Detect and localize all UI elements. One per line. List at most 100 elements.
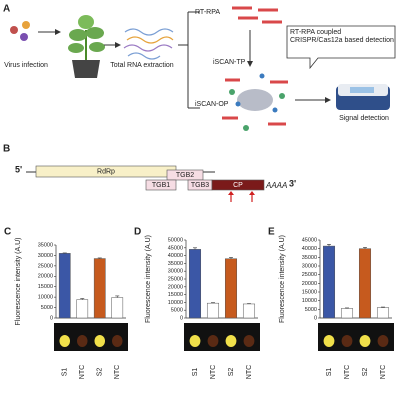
tube (323, 335, 335, 347)
panel-label: D (134, 227, 141, 238)
tube (59, 335, 70, 347)
panel-label: A (3, 4, 10, 15)
orf-label: TGB2 (176, 172, 194, 179)
y-tick-label: 45000 (168, 245, 183, 251)
y-tick-label: 20000 (168, 284, 183, 290)
reader-device (336, 84, 390, 110)
x-tick-label: NTC (380, 365, 387, 379)
y-tick-label: 0 (180, 315, 183, 321)
x-tick-label: S1 (62, 368, 69, 377)
x-tick-label: S1 (192, 368, 199, 377)
primer-arrow (228, 191, 234, 195)
bar (224, 258, 238, 319)
label-bg (211, 56, 247, 67)
callout-text: RT-RPA coupled CRISPR/Cas12a based detec… (290, 29, 394, 44)
step-label: Total RNA extraction (110, 62, 174, 69)
y-tick-label: 35000 (38, 242, 53, 248)
panel-label: E (268, 227, 275, 238)
bar (206, 302, 220, 319)
x-tick-label: NTC (210, 365, 217, 379)
x-tick-label: NTC (246, 365, 253, 379)
error-bar (97, 257, 102, 259)
x-tick-label: S2 (362, 368, 369, 377)
tube (207, 335, 219, 347)
amplicons (232, 6, 282, 24)
primer-arrow (249, 191, 255, 195)
y-tick-label: 30000 (302, 263, 317, 269)
error-bar (363, 247, 367, 249)
y-tick-label: 25000 (302, 272, 317, 278)
y-axis-label: Fluorescence intensity (A.U) (15, 238, 22, 326)
bar (358, 248, 372, 319)
y-tick-label: 0 (50, 315, 53, 321)
bar (76, 299, 89, 319)
panel-label: B (3, 144, 10, 155)
tube (377, 335, 389, 347)
orf-label: CP (233, 182, 243, 189)
y-tick-label: 15000 (38, 284, 53, 290)
y-axis-label: Fluorescence intensity (A.U) (279, 235, 286, 323)
error-bar (80, 298, 85, 300)
step-label: iSCAN-TP (213, 59, 246, 66)
orf-label: RdRp (97, 168, 115, 175)
tube (225, 335, 237, 347)
x-tick-label: S1 (326, 368, 333, 377)
tube (189, 335, 201, 347)
error-bar (345, 307, 349, 309)
y-axis-label: Fluorescence intensity (A.U) (145, 235, 152, 323)
y-tick-label: 25000 (38, 263, 53, 269)
y-tick-label: 10000 (38, 295, 53, 301)
y-tick-label: 15000 (302, 289, 317, 295)
bar (242, 303, 256, 319)
bar (322, 245, 336, 319)
error-bar (229, 257, 233, 259)
tube (77, 335, 88, 347)
x-tick-label: NTC (114, 365, 121, 379)
tube (243, 335, 255, 347)
y-tick-label: 20000 (38, 274, 53, 280)
tube (359, 335, 371, 347)
bar (93, 258, 106, 319)
end-label: 3' (289, 178, 296, 188)
branch (178, 11, 200, 109)
orf (166, 169, 204, 181)
bar (188, 249, 202, 319)
bar (340, 308, 354, 319)
error-bar (193, 247, 197, 250)
end-label: 5' (15, 164, 22, 174)
x-tick-label: NTC (79, 365, 86, 379)
orf-label: TGB3 (191, 182, 209, 189)
y-tick-label: 35000 (168, 261, 183, 267)
tube (112, 335, 123, 347)
virus-icons (10, 21, 30, 41)
orf (211, 179, 265, 191)
x-tick-label: NTC (344, 365, 351, 379)
polya-label: AAAA (265, 181, 287, 190)
tube (341, 335, 353, 347)
x-tick-label: S2 (97, 368, 104, 377)
y-tick-label: 10000 (302, 298, 317, 304)
rna-strands (123, 28, 174, 60)
bar (58, 253, 71, 319)
bar (376, 307, 390, 319)
y-tick-label: 35000 (302, 255, 317, 261)
plant (68, 15, 105, 78)
step-label: RT-RPA (195, 9, 220, 16)
y-tick-label: 20000 (302, 281, 317, 287)
y-tick-label: 40000 (302, 246, 317, 252)
bar (111, 297, 124, 319)
reaction (222, 73, 288, 131)
orf (145, 179, 177, 191)
error-bar (115, 295, 120, 298)
y-tick-label: 40000 (168, 253, 183, 259)
orf-label: TGB1 (152, 182, 170, 189)
step-label: Virus infection (4, 62, 48, 69)
y-tick-label: 25000 (168, 276, 183, 282)
step-label: Signal detection (339, 115, 389, 122)
y-tick-label: 5000 (305, 307, 317, 313)
x-tick-label: S2 (228, 368, 235, 377)
y-tick-label: 10000 (168, 300, 183, 306)
y-tick-label: 45000 (302, 237, 317, 243)
